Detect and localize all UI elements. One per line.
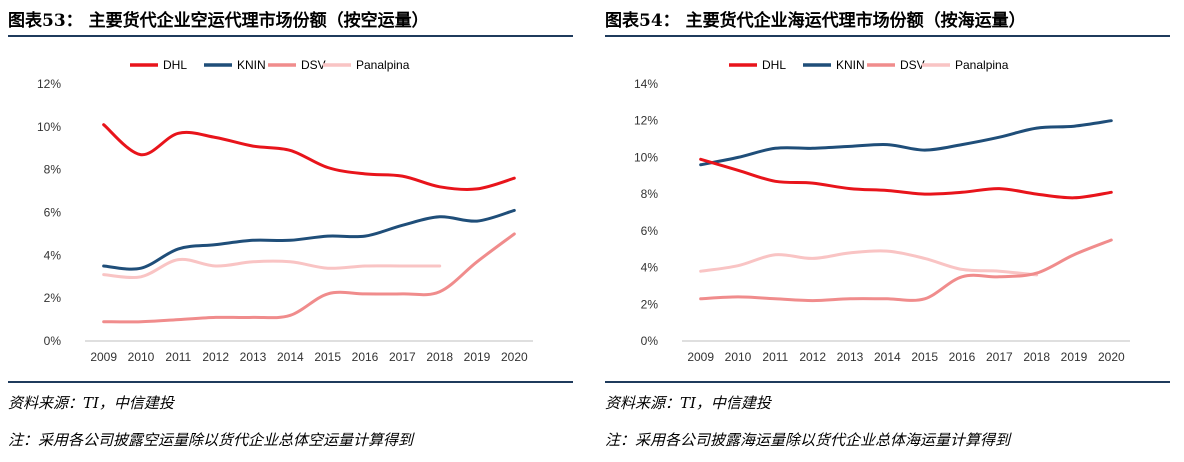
legend-label: Panalpina	[356, 58, 410, 72]
note-text: 注：采用各公司披露空运量除以货代企业总体空运量计算得到	[8, 431, 414, 449]
x-tick-label: 2019	[464, 350, 491, 364]
x-tick-label: 2013	[837, 350, 864, 364]
series-line-dhl	[102, 123, 516, 191]
x-tick-label: 2012	[799, 350, 826, 364]
y-tick-label: 0%	[641, 334, 659, 348]
source-text: 资料来源：TI，中信建投	[8, 394, 174, 412]
legend-label: KNIN	[836, 58, 865, 72]
x-tick-label: 2010	[128, 350, 155, 364]
x-tick-label: 2020	[1098, 350, 1125, 364]
x-tick-label: 2014	[277, 350, 304, 364]
x-tick-label: 2013	[240, 350, 267, 364]
x-tick-label: 2011	[762, 350, 788, 364]
series-line-panalpina	[699, 249, 1039, 277]
y-tick-label: 12%	[634, 114, 658, 128]
x-tick-label: 2019	[1061, 350, 1088, 364]
footer-divider	[605, 381, 1170, 383]
x-tick-label: 2016	[352, 350, 379, 364]
chart-title: 图表54： 主要货代企业海运代理市场份额（按海运量）	[605, 11, 1026, 31]
x-tick-label: 2009	[90, 350, 117, 364]
legend-label: DHL	[163, 58, 187, 72]
x-tick-label: 2018	[426, 350, 453, 364]
x-tick-label: 2015	[911, 350, 938, 364]
series-line-dsv	[102, 232, 516, 324]
line-chart-sea: DHL KNIN DSV Panalpina 0% 2% 4% 6% 8% 10% 12% 14% 20…	[634, 58, 1130, 364]
series-line-knin	[102, 208, 516, 271]
title-divider	[605, 35, 1170, 37]
title-divider	[8, 35, 573, 37]
series-line-dsv	[699, 238, 1113, 303]
y-tick-label: 4%	[641, 261, 659, 275]
y-tick-label: 6%	[641, 224, 659, 238]
series-line-dhl	[699, 157, 1113, 200]
series-line-panalpina	[102, 257, 442, 280]
chart-panel-air: 图表53： 主要货代企业空运代理市场份额（按空运量） DHL KNIN DSV Pan…	[8, 0, 580, 462]
legend-label: DSV	[301, 58, 326, 72]
y-tick-label: 10%	[634, 150, 658, 164]
y-tick-label: 10%	[37, 120, 61, 134]
legend-label: DHL	[762, 58, 786, 72]
chart-panel-sea: 图表54： 主要货代企业海运代理市场份额（按海运量） DHL KNIN DSV Pan…	[605, 0, 1177, 462]
y-tick-label: 4%	[44, 248, 62, 262]
legend-label: KNIN	[237, 58, 266, 72]
y-tick-label: 12%	[37, 77, 61, 91]
legend-label: Panalpina	[955, 58, 1009, 72]
x-tick-label: 2020	[501, 350, 528, 364]
series-line-knin	[699, 119, 1113, 167]
y-tick-label: 6%	[44, 206, 62, 220]
y-tick-label: 14%	[634, 77, 658, 91]
x-tick-label: 2011	[165, 350, 191, 364]
note-text: 注：采用各公司披露海运量除以货代企业总体海运量计算得到	[605, 431, 1011, 449]
x-tick-label: 2010	[725, 350, 752, 364]
x-tick-label: 2014	[874, 350, 901, 364]
footer-divider	[8, 381, 573, 383]
x-tick-label: 2015	[314, 350, 341, 364]
chart-title: 图表53： 主要货代企业空运代理市场份额（按空运量）	[8, 11, 429, 31]
x-tick-label: 2018	[1023, 350, 1050, 364]
line-chart-air: DHL KNIN DSV Panalpina 0% 2% 4% 6% 8% 10% 12% 2009 2…	[37, 58, 533, 364]
y-tick-label: 2%	[44, 291, 62, 305]
x-tick-label: 2017	[986, 350, 1013, 364]
y-tick-label: 2%	[641, 297, 659, 311]
x-tick-label: 2012	[202, 350, 229, 364]
x-tick-label: 2017	[389, 350, 416, 364]
source-text: 资料来源：TI，中信建投	[605, 394, 771, 412]
x-tick-label: 2016	[949, 350, 976, 364]
y-tick-label: 0%	[44, 334, 62, 348]
y-tick-label: 8%	[641, 187, 659, 201]
legend-label: DSV	[900, 58, 925, 72]
y-tick-label: 8%	[44, 163, 62, 177]
x-tick-label: 2009	[687, 350, 714, 364]
